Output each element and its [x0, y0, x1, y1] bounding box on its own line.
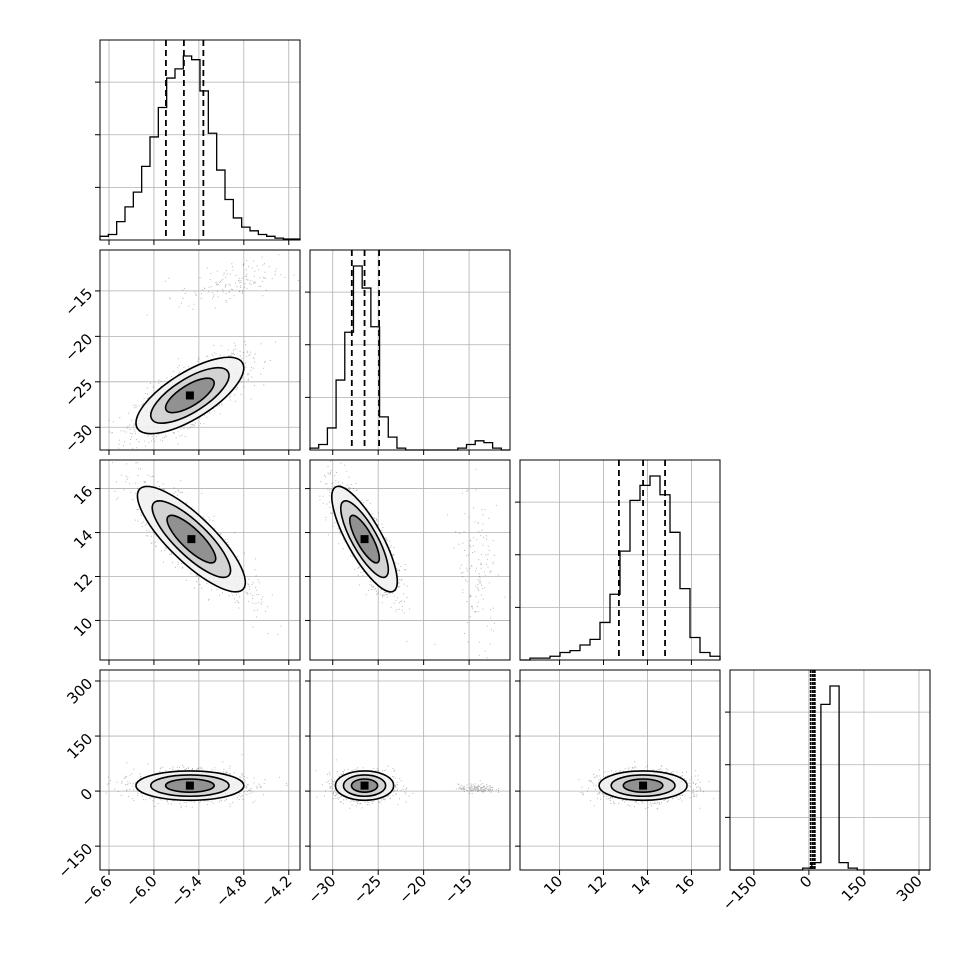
- density-peak: [360, 781, 369, 790]
- x-tick-label: 14: [628, 872, 654, 898]
- histogram-panel-1: [305, 249, 511, 455]
- histogram-panel-2: [515, 459, 721, 665]
- y-tick-label: 16: [70, 482, 96, 508]
- y-tick-label: −30: [61, 421, 96, 456]
- x-tick-label: 300: [893, 872, 926, 905]
- panel-frame: [99, 249, 301, 451]
- density-peak: [360, 535, 369, 544]
- histogram-step-2: [520, 475, 721, 661]
- scatter-panel-1-0: [95, 249, 301, 455]
- x-tick-label: −15: [441, 872, 476, 907]
- scatter-panel-2-0: [95, 459, 301, 665]
- y-tick-label: 12: [70, 570, 96, 596]
- x-tick-label: −20: [395, 872, 430, 907]
- panel-frame: [309, 459, 511, 661]
- x-tick-label: 150: [838, 872, 871, 905]
- y-tick-label: −25: [61, 375, 96, 410]
- y-tick-label: 150: [63, 730, 96, 763]
- x-tick-label: 12: [584, 872, 610, 898]
- histogram-step-1: [309, 265, 510, 451]
- x-tick-label: 10: [540, 872, 566, 898]
- panel-frame: [519, 459, 721, 661]
- y-tick-label: 0: [77, 785, 96, 804]
- panel-frame: [99, 39, 301, 241]
- panel-frame: [99, 459, 301, 661]
- y-tick-label: 14: [70, 526, 96, 552]
- x-tick-label: −4.8: [212, 872, 250, 910]
- density-peak: [185, 781, 194, 790]
- x-tick-label: −6.0: [122, 872, 160, 910]
- y-tick-label: −15: [61, 285, 96, 320]
- panel-frame: [519, 669, 721, 871]
- panel-frame: [729, 669, 931, 871]
- density-peak: [187, 535, 196, 544]
- x-tick-label: 16: [672, 872, 698, 898]
- panel-frame: [99, 669, 301, 871]
- scatter-panel-3-0: [95, 669, 301, 875]
- scatter-panel-2-1: [305, 459, 511, 665]
- histogram-step-0: [99, 55, 301, 240]
- x-tick-label: −150: [719, 872, 761, 914]
- y-tick-label: 10: [70, 614, 96, 640]
- histogram-panel-0: [95, 39, 301, 245]
- histogram-step-3: [730, 685, 930, 871]
- y-tick-label: −20: [61, 330, 96, 365]
- x-tick-label: −6.6: [77, 872, 115, 910]
- x-tick-label: −25: [350, 872, 385, 907]
- panel-frame: [309, 249, 511, 451]
- x-tick-label: 0: [796, 872, 815, 891]
- scatter-panel-3-1: [305, 669, 511, 875]
- density-peak: [639, 781, 648, 790]
- scatter-panel-3-2: [515, 669, 721, 875]
- x-tick-label: −5.4: [167, 872, 205, 910]
- y-tick-label: −150: [55, 840, 97, 882]
- x-tick-label: −30: [304, 872, 339, 907]
- density-peak: [185, 391, 194, 400]
- histogram-panel-3: [725, 669, 931, 875]
- panel-frame: [309, 669, 511, 871]
- y-tick-label: 300: [63, 675, 96, 708]
- x-tick-label: −4.2: [257, 872, 295, 910]
